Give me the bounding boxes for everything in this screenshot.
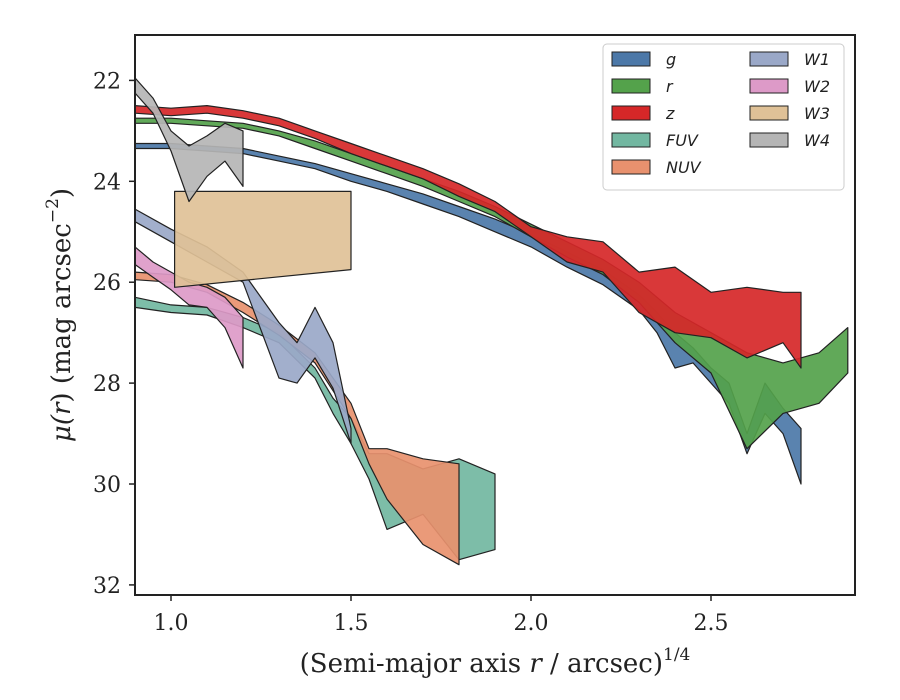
legend-swatch-w2	[749, 78, 789, 94]
legend-label-w4: W4	[804, 131, 830, 150]
plot-frame	[134, 34, 856, 596]
x-axis-label-unit: / arcsec)	[542, 649, 663, 679]
y-tick-label: 30	[93, 473, 121, 498]
legend-swatch-fuv	[611, 132, 651, 148]
legend-label-z: z	[665, 104, 675, 123]
legend-swatch-w1	[749, 51, 789, 67]
x-axis-label-sup: 1/4	[663, 645, 690, 665]
y-tick-label: 24	[93, 170, 121, 195]
legend-swatch-r	[611, 78, 651, 94]
x-tick-label: 1.5	[334, 611, 369, 636]
band-z	[134, 105, 802, 369]
y-axis-label-close: )	[47, 392, 77, 402]
legend-swatch-nuv	[611, 159, 651, 175]
legend-swatch-w3	[749, 105, 789, 121]
band-w3	[174, 190, 352, 288]
y-tick-label: 22	[93, 69, 121, 94]
x-tick-label: 1.0	[154, 611, 189, 636]
y-axis-label-end: )	[47, 188, 77, 198]
band-layer	[134, 77, 849, 566]
legend-swatch-w4	[749, 132, 789, 148]
y-axis-label-unit: (mag arcsec	[47, 223, 77, 392]
x-axis: 1.0 1.5 2.0 2.5	[154, 595, 729, 636]
y-tick-label: 28	[93, 372, 121, 397]
legend-swatch-g	[611, 51, 651, 67]
legend-label-r: r	[666, 77, 674, 96]
legend-swatch-z	[611, 105, 651, 121]
x-tick-label: 2.0	[514, 611, 549, 636]
y-axis-label: μ(r) (mag arcsec−2)	[43, 188, 77, 442]
legend-label-fuv: FUV	[666, 131, 699, 150]
y-axis-label-sup: −2	[43, 198, 63, 223]
legend-label-w1: W1	[804, 50, 830, 69]
x-tick-label: 2.5	[694, 611, 729, 636]
legend-label-g: g	[666, 50, 676, 69]
x-axis-label: (Semi-major axis r / arcsec)1/4	[300, 645, 691, 679]
y-axis: 22 24 26 28 30 32	[93, 69, 135, 599]
y-tick-label: 32	[93, 574, 121, 599]
legend-label-w2: W2	[804, 77, 830, 96]
band-w4	[134, 77, 244, 203]
y-axis-label-main: μ(	[47, 414, 77, 442]
band-nuv	[134, 271, 460, 566]
x-axis-label-var: r	[529, 649, 543, 679]
x-axis-label-main: (Semi-major axis	[300, 649, 530, 679]
legend-label-w3: W3	[804, 104, 830, 123]
legend-label-nuv: NUV	[666, 158, 702, 177]
y-axis-label-var: r	[47, 401, 77, 415]
band-g	[134, 142, 802, 485]
legend: grz FUV NUV W1 W2 W3 W4	[602, 43, 845, 191]
y-tick-label: 26	[93, 271, 121, 296]
